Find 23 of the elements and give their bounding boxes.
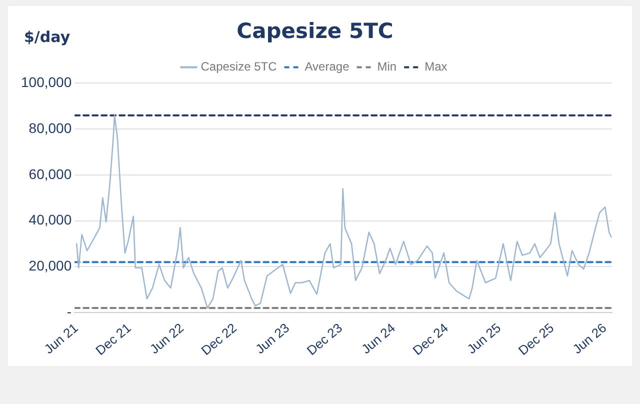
legend-label: Min: [377, 60, 397, 74]
y-tick-label: 40,000: [28, 212, 72, 228]
legend-label: Average: [304, 60, 350, 74]
y-tick-label: 20,000: [28, 258, 72, 274]
x-tick-label: Jun 25: [464, 320, 504, 357]
y-tick-label: -: [66, 303, 72, 320]
y-tick-label: 100,000: [20, 74, 72, 90]
y-tick-label: 80,000: [28, 120, 72, 136]
x-tick-label: Jun 23: [252, 320, 292, 357]
chart-title: Capesize 5TC: [236, 19, 394, 44]
x-tick-label: Jun 26: [570, 320, 610, 357]
y-tick-label: 60,000: [28, 166, 72, 182]
legend-label: Max: [424, 60, 448, 74]
legend-label: Capesize 5TC: [200, 60, 278, 74]
x-tick-label: Dec 21: [92, 320, 134, 358]
x-tick-label: Dec 25: [515, 320, 557, 358]
x-tick-label: Jun 22: [146, 320, 186, 357]
x-tick-label: Dec 22: [198, 320, 240, 358]
x-tick-label: Dec 24: [410, 320, 451, 358]
x-tick-label: Jun 24: [358, 320, 398, 357]
x-tick-label: Jun 21: [41, 320, 81, 357]
x-tick-label: Dec 23: [304, 320, 346, 358]
y-axis-title: $/day: [24, 28, 70, 46]
